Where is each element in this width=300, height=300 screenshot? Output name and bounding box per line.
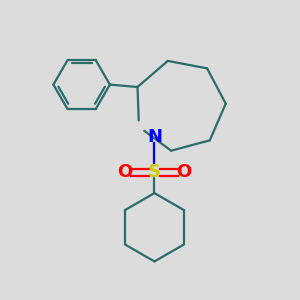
Text: O: O xyxy=(177,163,192,181)
Text: O: O xyxy=(117,163,132,181)
Text: S: S xyxy=(148,163,161,181)
Text: N: N xyxy=(147,128,162,146)
